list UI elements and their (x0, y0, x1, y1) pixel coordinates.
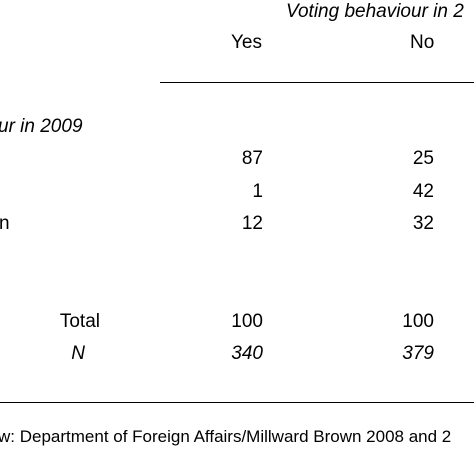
row-group-label: ur in 2009 (0, 116, 83, 137)
header-divider (160, 82, 474, 83)
table-bottom-rule (0, 402, 474, 403)
row-3-label: n (0, 213, 10, 234)
n-label: N (71, 343, 85, 364)
n-yes: 340 (231, 343, 263, 364)
source-note: w: Department of Foreign Affairs/Millwar… (0, 427, 452, 446)
row-1-yes: 87 (241, 148, 263, 169)
row-1-no: 25 (412, 148, 434, 169)
column-spanner-header: Voting behaviour in 2 (286, 1, 464, 22)
total-no: 100 (402, 311, 434, 332)
column-header-yes: Yes (231, 32, 262, 53)
row-3-no: 32 (412, 213, 434, 234)
n-no: 379 (402, 343, 434, 364)
total-yes: 100 (231, 311, 263, 332)
row-3-yes: 12 (241, 213, 263, 234)
row-2-no: 42 (412, 181, 434, 202)
column-header-no: No (410, 32, 435, 53)
total-label: Total (59, 311, 100, 332)
row-2-yes: 1 (252, 181, 263, 202)
